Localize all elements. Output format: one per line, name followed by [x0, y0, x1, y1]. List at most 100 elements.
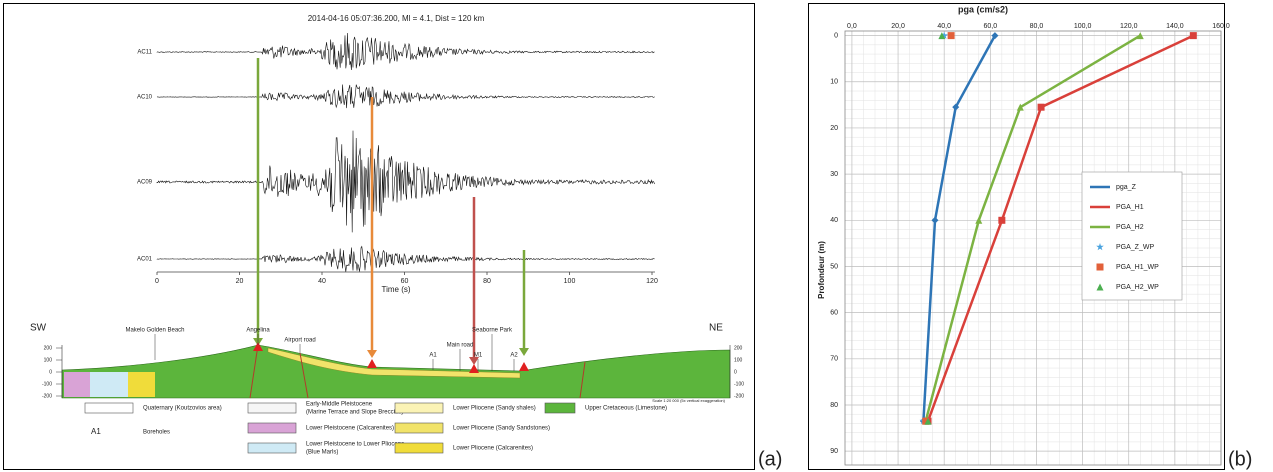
elevation-label: 0	[734, 369, 737, 375]
station-marker	[253, 342, 263, 351]
place-label: Airport road	[284, 338, 315, 344]
plot-area	[844, 30, 1222, 466]
x-tick-label: 0	[155, 278, 159, 285]
legend-label: pga_Z	[1116, 184, 1137, 191]
legend-swatch	[247, 422, 297, 434]
data-point	[991, 32, 999, 40]
y-tick-label: 50	[830, 263, 838, 270]
data-point	[1136, 32, 1144, 40]
x-tick-label: 160,0	[1212, 23, 1230, 30]
y-tick-label: 20	[830, 125, 838, 132]
legend-swatch	[247, 402, 297, 414]
legend-swatch	[544, 402, 576, 414]
y-tick-label: 30	[830, 171, 838, 178]
panel-a-frame	[3, 3, 755, 470]
place-label: M1	[474, 353, 483, 359]
elevation-label: -100	[734, 381, 744, 387]
legend-label: Quaternary (Koutzovios area)	[143, 406, 222, 412]
legend-swatch	[84, 402, 134, 414]
x-tick-label: 20,0	[891, 23, 905, 30]
series-line	[926, 34, 1194, 422]
chart-title: pga (cm/s2)	[958, 4, 1008, 14]
legend-symbol: A1	[91, 427, 101, 436]
data-point	[998, 216, 1006, 224]
legend-label: PGA_Z_WP	[1116, 244, 1154, 251]
legend-label: Lower Pliocene (Calcarenites)	[453, 446, 533, 452]
station-label: AC10	[137, 95, 153, 101]
elevation-label: 0	[49, 369, 52, 375]
seismogram-title: 2014-04-16 05:07:36.200, Ml = 4.1, Dist …	[308, 14, 485, 23]
series-line	[924, 34, 1141, 422]
legend-label: Lower Pleistocene to Lower Pliocene	[306, 442, 405, 448]
y-tick-label: 80	[830, 402, 838, 409]
arrow-head	[519, 348, 529, 356]
marl-block	[90, 372, 128, 397]
legend-label: PGA_H2	[1116, 224, 1144, 231]
fault	[249, 344, 259, 399]
elevation-label: -200	[42, 393, 52, 399]
y-tick-label: 70	[830, 356, 838, 363]
y-tick-label: 90	[830, 448, 838, 455]
y-tick-label: 40	[830, 217, 838, 224]
legend-label: (Marine Terrace and Slope Breccias)	[306, 410, 403, 416]
y-tick-label: 60	[830, 309, 838, 316]
legend-swatch	[247, 442, 297, 454]
legend-label: (Blue Marls)	[306, 450, 338, 456]
calcarenite-block	[64, 372, 90, 397]
x-tick-label: 80	[483, 278, 491, 285]
arrow-head	[367, 350, 377, 358]
legend-label: Upper Cretaceous (Limestone)	[585, 406, 667, 412]
place-label: Seaborne Park	[472, 328, 513, 334]
y-axis-label: Profondeur (m)	[817, 241, 826, 299]
data-point	[1037, 103, 1045, 111]
legend-label: PGA_H1	[1116, 204, 1144, 211]
x-tick-label: 100	[564, 278, 576, 285]
legend-marker	[1096, 263, 1104, 271]
legend-label: Lower Pliocene (Sandy shales)	[453, 406, 536, 412]
station-marker	[469, 364, 479, 373]
legend-label: Lower Pleistocene (Calcarenites)	[306, 426, 394, 432]
elevation-label: 200	[734, 345, 743, 351]
elevation-label: -200	[734, 393, 744, 399]
place-label: Angelina	[246, 328, 270, 334]
data-point	[947, 32, 955, 40]
waveform	[156, 32, 655, 71]
legend-swatch	[394, 422, 444, 434]
panel-label: (b)	[1228, 448, 1252, 470]
station-label: AC11	[137, 50, 152, 56]
legend-marker	[1096, 243, 1104, 251]
station-marker	[519, 362, 529, 371]
panel-label: (a)	[758, 448, 782, 470]
x-tick-label: 120	[646, 278, 658, 285]
station-label: AC01	[137, 257, 153, 263]
legend-label: PGA_H2_WP	[1116, 284, 1159, 291]
place-label: A2	[510, 353, 518, 359]
data-point	[940, 31, 948, 39]
station-marker	[367, 359, 377, 368]
legend-label: Boreholes	[143, 430, 170, 436]
elevation-label: 100	[734, 357, 743, 363]
elevation-label: 100	[44, 357, 53, 363]
elevation-label: -100	[42, 381, 52, 387]
x-tick-label: 40	[318, 278, 326, 285]
waveform	[156, 245, 655, 272]
x-tick-label: 120,0	[1120, 23, 1138, 30]
legend-swatch	[394, 442, 444, 454]
x-tick-label: 140,0	[1166, 23, 1184, 30]
y-tick-label: 10	[830, 79, 838, 86]
legend-swatch	[394, 402, 444, 414]
station-label: AC09	[137, 180, 153, 186]
data-point	[1016, 103, 1024, 111]
y-tick-label: 0	[834, 32, 838, 39]
waveform	[156, 84, 655, 109]
direction-label: NE	[709, 323, 723, 334]
scale-note: Scale 1:20 000 (5x vertical exaggeration…	[652, 398, 725, 403]
data-point	[922, 417, 930, 425]
x-tick-label: 0,0	[847, 23, 857, 30]
sandstone-block	[128, 372, 155, 397]
data-point	[975, 216, 983, 224]
panel-b-frame	[808, 3, 1225, 470]
x-axis-label: Time (s)	[381, 285, 410, 294]
pliocene-layer	[267, 347, 521, 379]
